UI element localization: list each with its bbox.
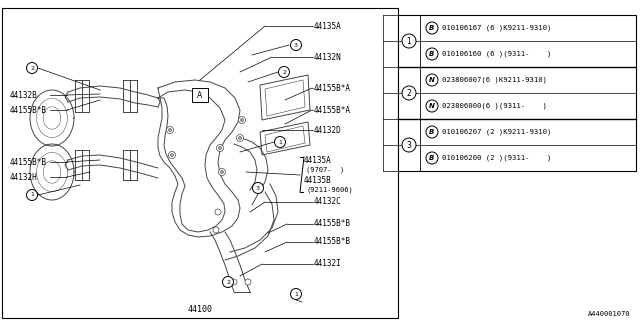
- Circle shape: [291, 39, 301, 51]
- Circle shape: [426, 126, 438, 138]
- Circle shape: [426, 74, 438, 86]
- Text: 023806007(6 )K9211-9310): 023806007(6 )K9211-9310): [442, 77, 547, 83]
- Bar: [192, 88, 208, 102]
- Text: B: B: [429, 129, 435, 135]
- Circle shape: [216, 145, 223, 151]
- Text: 44132D: 44132D: [314, 125, 342, 134]
- Text: 010106167 (6 )K9211-9310): 010106167 (6 )K9211-9310): [442, 25, 552, 31]
- Circle shape: [218, 147, 221, 149]
- Circle shape: [278, 67, 289, 77]
- Circle shape: [213, 227, 219, 233]
- Text: 44135B: 44135B: [304, 175, 332, 185]
- Text: 44132I: 44132I: [314, 260, 342, 268]
- Text: 44155B*B: 44155B*B: [10, 106, 47, 115]
- Circle shape: [291, 289, 301, 300]
- Circle shape: [215, 209, 221, 215]
- Circle shape: [426, 22, 438, 34]
- Circle shape: [241, 118, 243, 122]
- Text: 44155B*B: 44155B*B: [314, 237, 351, 246]
- Text: 44155B*B: 44155B*B: [10, 157, 47, 166]
- Circle shape: [218, 169, 225, 175]
- Text: B: B: [429, 155, 435, 161]
- Text: (9707-  ): (9707- ): [306, 167, 344, 173]
- Text: A440001070: A440001070: [588, 311, 630, 317]
- Text: 44155B*A: 44155B*A: [314, 84, 351, 92]
- Circle shape: [402, 86, 416, 100]
- Text: N: N: [429, 77, 435, 83]
- Text: 2: 2: [282, 69, 286, 75]
- Text: 010106207 (2 )K9211-9310): 010106207 (2 )K9211-9310): [442, 129, 552, 135]
- Circle shape: [426, 48, 438, 60]
- Text: 44155B*B: 44155B*B: [314, 220, 351, 228]
- Circle shape: [231, 279, 237, 285]
- Circle shape: [26, 189, 38, 201]
- Circle shape: [223, 276, 234, 287]
- Text: 010106160 (6 )(9311-    ): 010106160 (6 )(9311- ): [442, 51, 552, 57]
- Circle shape: [170, 154, 173, 156]
- Circle shape: [275, 137, 285, 148]
- Text: 44155B*A: 44155B*A: [314, 106, 351, 115]
- Text: 2: 2: [30, 66, 34, 70]
- Polygon shape: [260, 122, 310, 155]
- Circle shape: [426, 152, 438, 164]
- Circle shape: [426, 100, 438, 112]
- Polygon shape: [260, 75, 310, 120]
- Text: 44135A: 44135A: [314, 21, 342, 30]
- Circle shape: [239, 137, 241, 140]
- Text: 44100: 44100: [188, 306, 212, 315]
- Text: N: N: [429, 103, 435, 109]
- Circle shape: [402, 138, 416, 152]
- Text: 023806000(6 )(9311-    ): 023806000(6 )(9311- ): [442, 103, 547, 109]
- Text: A: A: [197, 91, 203, 100]
- Circle shape: [26, 62, 38, 74]
- Circle shape: [221, 171, 223, 173]
- Text: 44132H: 44132H: [10, 172, 38, 181]
- Text: B: B: [429, 25, 435, 31]
- Circle shape: [168, 151, 175, 158]
- Circle shape: [239, 116, 246, 124]
- Circle shape: [402, 34, 416, 48]
- Circle shape: [168, 129, 172, 132]
- Text: 1: 1: [278, 140, 282, 145]
- Text: 44132C: 44132C: [314, 197, 342, 206]
- Text: 44132B: 44132B: [10, 91, 38, 100]
- Text: 1: 1: [30, 193, 34, 197]
- Bar: [398, 15, 636, 171]
- Polygon shape: [265, 126, 305, 152]
- Circle shape: [245, 279, 251, 285]
- Text: 44132N: 44132N: [314, 52, 342, 61]
- Bar: [2, 8, 398, 318]
- Text: 010106200 (2 )(9311-    ): 010106200 (2 )(9311- ): [442, 155, 552, 161]
- Text: 1: 1: [406, 36, 412, 45]
- Text: 3: 3: [294, 43, 298, 47]
- Text: (9211-9606): (9211-9606): [306, 187, 353, 193]
- Text: B: B: [429, 51, 435, 57]
- Circle shape: [237, 134, 243, 141]
- Text: 1: 1: [294, 292, 298, 297]
- Polygon shape: [265, 80, 305, 116]
- Text: 3: 3: [256, 186, 260, 190]
- Text: 2: 2: [406, 89, 412, 98]
- Text: 3: 3: [406, 140, 412, 149]
- Text: 2: 2: [226, 279, 230, 284]
- Circle shape: [166, 126, 173, 133]
- Text: 44135A: 44135A: [304, 156, 332, 164]
- Circle shape: [253, 182, 264, 194]
